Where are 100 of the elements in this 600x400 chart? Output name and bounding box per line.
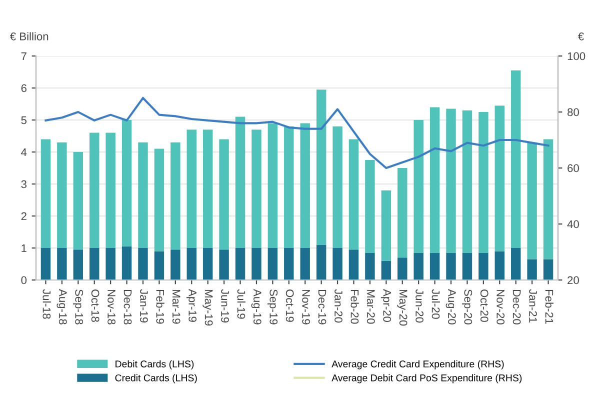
bar	[268, 248, 278, 280]
x-tick-label: Sep-18	[72, 290, 84, 324]
x-tick-label: Sep-19	[268, 290, 278, 324]
x-tick-label: Jun-19	[221, 289, 229, 322]
bar	[543, 139, 554, 260]
bar	[284, 126, 294, 248]
bar	[365, 160, 375, 253]
bar	[89, 132, 100, 248]
x-tick-label: Mar-19	[172, 290, 180, 324]
bar	[446, 252, 456, 280]
bar	[462, 110, 472, 253]
x-tick-label: Mar-20	[366, 290, 375, 324]
bar	[348, 139, 359, 250]
x-tick-label: Sep-20	[462, 290, 472, 324]
bar	[543, 259, 554, 280]
bar	[73, 250, 84, 280]
bar	[202, 248, 213, 280]
y-tick-label: 2	[21, 212, 26, 220]
y-tick-label: 6	[21, 84, 26, 92]
bar	[106, 132, 116, 248]
x-tick-label: Nov-18	[108, 290, 116, 324]
bar	[348, 250, 359, 280]
bar	[316, 244, 326, 280]
bar	[138, 142, 148, 248]
bar	[219, 139, 229, 250]
y2-tick-label: 20	[568, 276, 579, 284]
y2-axis-title: €	[578, 32, 584, 40]
x-tick-label: Aug-18	[56, 289, 67, 324]
bar	[138, 248, 148, 280]
bar	[252, 248, 262, 280]
y-tick-label: 4	[21, 148, 27, 156]
x-tick-label: Jun-20	[416, 289, 424, 323]
bar	[122, 246, 132, 280]
bar	[446, 108, 456, 253]
x-tick-label: Jul-19	[237, 289, 246, 319]
bar	[510, 70, 521, 248]
x-tick-label: Oct-18	[91, 290, 100, 322]
bar	[381, 260, 392, 280]
bar	[73, 152, 84, 250]
bar	[235, 116, 246, 248]
x-tick-label: Oct-19	[286, 290, 294, 322]
bar	[332, 126, 342, 248]
x-tick-label: Dec-19	[318, 290, 326, 324]
y2-tick-label: 100	[568, 52, 586, 60]
bar	[170, 250, 180, 280]
bar	[154, 251, 164, 280]
x-tick-label: Jan-19	[140, 289, 148, 322]
y2-tick-label: 60	[568, 164, 579, 172]
bar	[494, 251, 505, 280]
bar	[186, 248, 196, 280]
y2-tick-label: 80	[568, 108, 579, 116]
x-tick-label: Jul-20	[432, 289, 440, 319]
y-tick-label: 5	[21, 116, 27, 124]
bar	[527, 259, 537, 280]
legend-label: Average Credit Card Expenditure (RHS)	[332, 360, 504, 370]
legend-label: Credit Cards (LHS)	[115, 374, 197, 384]
y-tick-label: 1	[22, 244, 26, 252]
bar	[252, 130, 262, 248]
bar	[57, 142, 67, 248]
bar	[478, 252, 488, 280]
bar	[527, 142, 537, 260]
bar	[300, 123, 310, 248]
x-tick-label: Jan-20	[334, 289, 342, 323]
bar	[398, 168, 408, 258]
x-tick-label: Apr-20	[380, 289, 392, 322]
bar	[414, 252, 424, 280]
x-tick-label: Aug-20	[446, 289, 456, 324]
y-tick-label: 7	[21, 52, 26, 60]
x-tick-label: May-20	[397, 290, 408, 326]
x-tick-label: Oct-20	[480, 290, 488, 322]
bar	[219, 250, 229, 280]
x-tick-label: May-19	[202, 290, 213, 326]
x-tick-label: Aug-19	[251, 289, 262, 324]
x-tick-label: Jan-21	[529, 289, 537, 322]
x-tick-label: Jul-18	[42, 289, 51, 319]
bar	[398, 258, 408, 280]
bar	[332, 248, 342, 280]
x-tick-label: Dec-20	[512, 290, 521, 324]
bar	[170, 142, 180, 250]
bar	[89, 248, 100, 280]
legend-label: Debit Cards (LHS)	[116, 360, 194, 370]
bar	[57, 248, 67, 280]
bar	[186, 130, 196, 248]
x-tick-label: Nov-20	[496, 290, 505, 324]
bar	[268, 123, 278, 248]
bar	[365, 252, 375, 280]
bar	[122, 120, 132, 246]
bar	[40, 139, 51, 248]
bar	[494, 106, 505, 252]
bar	[300, 248, 310, 280]
bar	[284, 248, 294, 280]
bar	[430, 107, 440, 253]
bar	[381, 190, 392, 261]
x-tick-label: Feb-21	[545, 290, 554, 324]
bar	[40, 248, 51, 280]
bar	[478, 112, 488, 253]
bar	[414, 120, 424, 253]
y-tick-label: 3	[21, 180, 26, 188]
x-tick-label: Nov-19	[302, 290, 310, 324]
bar	[154, 148, 164, 252]
